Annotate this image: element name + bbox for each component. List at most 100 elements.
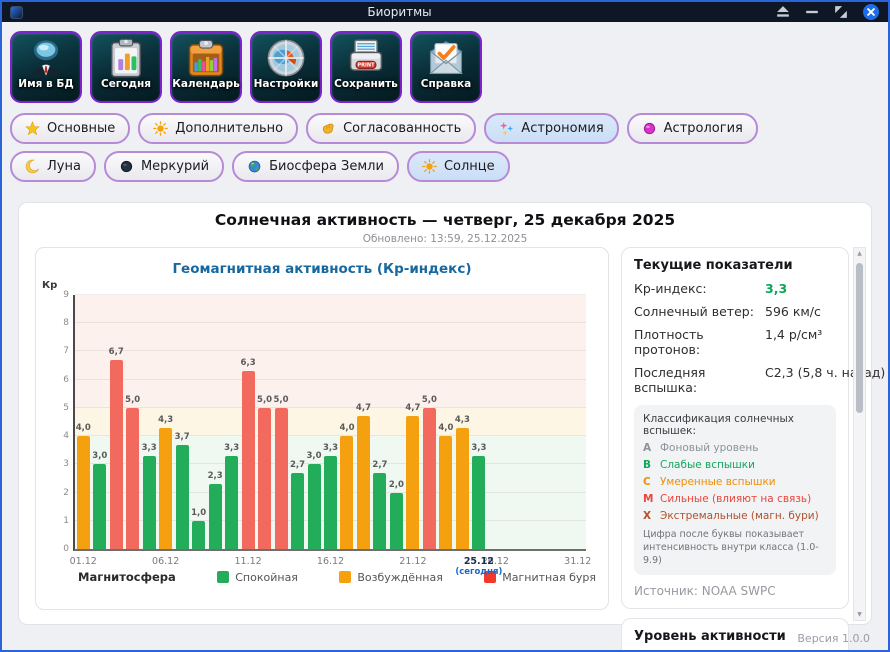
tab-soglasovannost[interactable]: Согласованность — [306, 113, 477, 144]
classification-row: C Умеренные вспышки — [643, 476, 776, 488]
clipboard-chart-icon — [110, 38, 142, 78]
titlebar: Биоритмы — [2, 2, 888, 22]
tab-label: Меркурий — [140, 159, 210, 174]
tab-label: Дополнительно — [175, 121, 284, 136]
name-db-button[interactable]: Имя в БД — [10, 31, 82, 103]
scroll-up-icon[interactable]: ▲ — [857, 250, 862, 257]
chart-bar — [76, 436, 90, 549]
chart-bar — [422, 407, 436, 549]
classification-row: X Экстремальные (магн. бури) — [643, 510, 819, 522]
legend-item-excited: Возбуждённая — [339, 571, 443, 584]
tab-astronomiya[interactable]: Астрономия — [484, 113, 619, 144]
app-icon — [10, 5, 23, 19]
close-icon[interactable] — [863, 4, 879, 20]
chart-bar — [126, 407, 140, 549]
restore-icon[interactable] — [834, 5, 848, 19]
chart-bar — [373, 472, 387, 549]
mercury-icon — [120, 160, 133, 173]
calendar-button[interactable]: Календарь — [170, 31, 242, 103]
shade-icon[interactable] — [776, 5, 790, 19]
chart-bar — [274, 407, 288, 549]
legend-swatch-excited — [339, 571, 352, 583]
tab-solntse[interactable]: Солнце — [406, 151, 510, 182]
tab-label: Солнце — [443, 159, 495, 174]
chart-bar — [241, 371, 255, 549]
toolbar-label: Календарь — [172, 78, 240, 90]
toolbar: Имя в БД Сегодня — [2, 22, 888, 103]
chart-bar — [291, 472, 305, 549]
printer-icon: PRINT — [349, 39, 383, 71]
tab-luna[interactable]: Луна — [10, 151, 96, 182]
chart-title: Геомагнитная активность (Кр-индекс) — [172, 261, 472, 277]
tab-astrologiya[interactable]: Астрология — [626, 113, 758, 144]
scrollbar-thumb[interactable] — [856, 263, 863, 413]
help-button[interactable]: Справка — [410, 31, 482, 103]
legend-title: Магнитосфера — [78, 570, 176, 584]
tabs-secondary: Луна Меркурий Биосфера Земли Солнце — [2, 144, 888, 182]
chart-bar — [159, 427, 173, 549]
person-icon — [29, 40, 63, 76]
minimize-icon[interactable] — [805, 5, 819, 19]
tab-biosfera-zemli[interactable]: Биосфера Земли — [232, 151, 399, 182]
chart-bar — [258, 407, 272, 549]
legend-swatch-storm — [484, 571, 497, 583]
toolbar-label: Сегодня — [100, 78, 151, 90]
chart-bar — [109, 359, 123, 549]
tab-label: Луна — [47, 159, 81, 174]
moon-icon — [25, 159, 39, 174]
toolbar-label: Имя в БД — [18, 78, 74, 90]
kp-index-value: 3,3 — [765, 281, 788, 296]
chart-bar — [324, 455, 337, 549]
legend-swatch-calm — [217, 571, 230, 583]
classification-note: Цифра после буквы показывает интенсивнос… — [643, 529, 819, 566]
chart-bar — [208, 484, 222, 549]
chart-legend: Магнитосфера Спокойная Возбуждённая Магн… — [78, 570, 596, 584]
indicator-row: Плотность протонов: 1,4 р/см³ — [634, 327, 836, 357]
window-title: Биоритмы — [367, 5, 432, 19]
planet-icon — [643, 122, 655, 135]
tab-label: Основные — [47, 121, 116, 136]
solar-wind-value: 596 км/с — [765, 304, 821, 319]
data-source: Источник: NOAA SWPC — [634, 584, 776, 599]
right-panel: Текущие показатели Кр-индекс: 3,3 Солнеч… — [621, 247, 886, 650]
toolbar-label: Справка — [420, 78, 472, 90]
chart-bar — [93, 464, 107, 549]
classification-row: B Слабые вспышки — [643, 459, 755, 471]
indicators-title: Текущие показатели — [634, 258, 793, 273]
scroll-down-icon[interactable]: ▼ — [857, 611, 862, 618]
tab-label: Биосфера Земли — [269, 159, 384, 174]
last-flare-value: C2,3 (5,8 ч. назад) — [765, 365, 886, 380]
tab-dopolnitelno[interactable]: Дополнительно — [138, 113, 299, 144]
chart-bar — [389, 492, 403, 549]
sun-icon — [422, 159, 437, 174]
chart-bar — [142, 455, 156, 549]
chart-bar — [439, 436, 453, 549]
earth-icon — [248, 160, 261, 173]
tab-osnovnye[interactable]: Основные — [10, 113, 131, 144]
proton-density-value: 1,4 р/см³ — [765, 327, 823, 342]
chart-bar — [356, 416, 370, 549]
gauge-icon — [267, 39, 305, 77]
sun-icon — [153, 121, 169, 136]
tab-label: Согласованность — [343, 121, 462, 136]
envelope-check-icon — [429, 40, 463, 75]
page-title: Солнечная активность — четверг, 25 декаб… — [214, 211, 676, 229]
chart-bar — [455, 427, 469, 549]
indicator-row: Солнечный ветер: 596 км/с — [634, 304, 836, 319]
star-icon — [25, 121, 40, 136]
tab-merkuriy[interactable]: Меркурий — [103, 151, 225, 182]
vertical-scrollbar[interactable]: ▲ ▼ — [853, 247, 866, 621]
version-label: Версия 1.0.0 — [797, 632, 870, 645]
svg-text:PRINT: PRINT — [357, 63, 375, 69]
main-card: Солнечная активность — четверг, 25 декаб… — [18, 202, 886, 650]
indicator-row: Последняя вспышка: C2,3 (5,8 ч. назад) — [634, 365, 886, 395]
toolbar-label: Настройки — [253, 78, 319, 90]
chart-bar — [175, 444, 189, 549]
save-button[interactable]: PRINT Сохранить — [330, 31, 402, 103]
legend-item-calm: Спокойная — [217, 571, 298, 584]
classification-row: A Фоновый уровень — [643, 442, 759, 454]
legend-item-storm: Магнитная буря — [484, 571, 596, 584]
settings-button[interactable]: Настройки — [250, 31, 322, 103]
today-button[interactable]: Сегодня — [90, 31, 162, 103]
tab-label: Астрономия — [521, 121, 604, 136]
